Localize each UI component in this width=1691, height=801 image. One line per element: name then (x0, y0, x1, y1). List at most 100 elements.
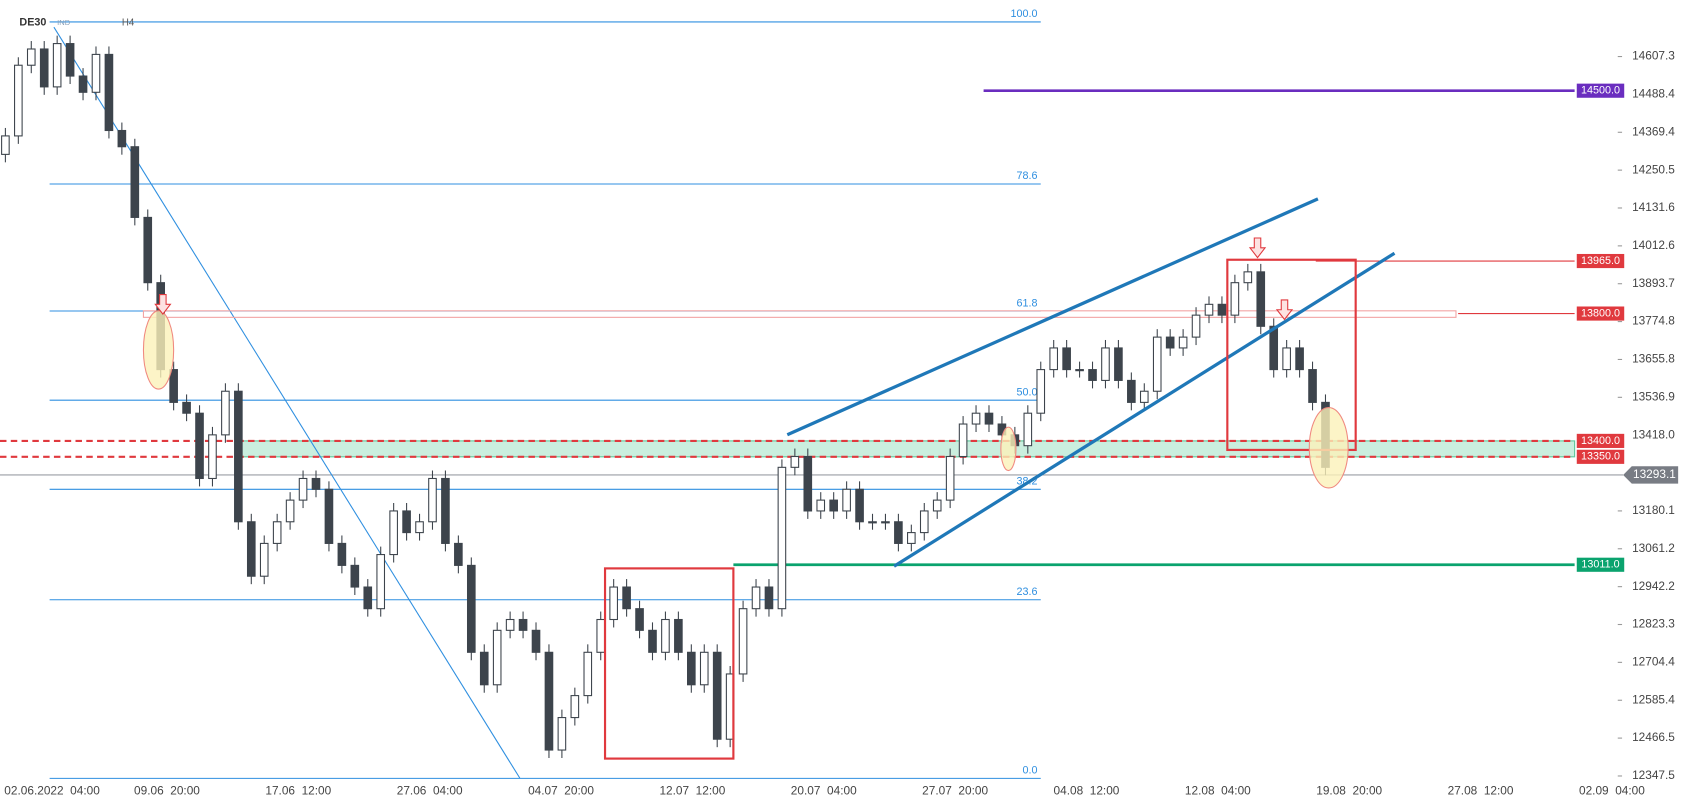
candle-body (1023, 412, 1033, 447)
x-tick-label: 04.07 20:00 (528, 783, 594, 797)
candle-body (894, 521, 903, 544)
candle-body (842, 488, 851, 512)
price-level-label: 13800.0 (1581, 307, 1620, 319)
price-level-label: 13400.0 (1581, 435, 1620, 447)
candle-body (208, 434, 217, 480)
highlight (1000, 426, 1017, 472)
candle-body (324, 488, 334, 544)
candle-body (479, 651, 489, 686)
candle-body (1256, 271, 1266, 327)
x-tick-label: 19.08 20:00 (1316, 783, 1382, 797)
candle-body (557, 717, 567, 751)
y-tick-label: 14607.3 (1632, 49, 1675, 63)
candle-body (829, 499, 838, 512)
candle-body (971, 412, 981, 425)
support-zone (236, 440, 1576, 458)
candle-body (751, 586, 761, 610)
fib-label: 0.0 (1023, 765, 1038, 777)
x-tick-label: 27.08 12:00 (1448, 783, 1514, 797)
candle-body (78, 75, 88, 93)
y-tick-label: 13180.1 (1632, 503, 1675, 517)
price-level-tag (1576, 557, 1625, 572)
candle-body (1127, 379, 1136, 403)
candle-body (1295, 347, 1304, 371)
candle-body (1308, 369, 1317, 403)
arrow-down (1275, 299, 1294, 321)
candle-body (1178, 336, 1188, 349)
candle-body (958, 423, 968, 458)
candle-body (855, 488, 864, 523)
y-tick-label: 13418.0 (1632, 427, 1675, 441)
candle-body (583, 651, 593, 697)
box (1226, 258, 1357, 452)
candle-body (609, 586, 618, 621)
price-level-tag (1576, 253, 1625, 269)
fib-label: 61.8 (1017, 297, 1038, 309)
candle-body (259, 542, 269, 577)
candle-body (881, 521, 890, 524)
candle-body (816, 499, 826, 512)
candle-body (777, 466, 787, 610)
candle-body (311, 477, 321, 490)
candle-body (596, 618, 606, 653)
instrument-type: IND (57, 18, 71, 27)
candle-body (1036, 369, 1046, 414)
candle-body (221, 390, 230, 436)
price-level-tag (1576, 433, 1625, 448)
candle-body (518, 618, 528, 631)
x-tick-label: 27.07 20:00 (922, 783, 988, 797)
timeframe: H4 (122, 17, 135, 28)
candle-body (52, 43, 62, 88)
candle-body (738, 608, 748, 675)
candle-body (622, 586, 631, 610)
candle-body (1165, 336, 1175, 349)
price-level-tag (1576, 306, 1625, 321)
candle-body (104, 53, 114, 132)
y-tick-label: 14250.5 (1632, 162, 1675, 176)
x-tick-label: 04.08 12:00 (1054, 783, 1120, 797)
y-tick-label: 12704.4 (1632, 654, 1675, 668)
candle-body (1, 135, 10, 155)
candle-body (868, 521, 877, 524)
candle-body (1191, 314, 1201, 338)
y-tick-label: 12942.2 (1632, 579, 1675, 593)
candle-body (246, 521, 256, 577)
price-level-tag (1576, 83, 1625, 98)
candle-body (441, 477, 450, 544)
price-level-label: 13350.0 (1581, 451, 1620, 463)
candle-body (648, 629, 657, 653)
candle-body (130, 146, 140, 218)
candle-body (803, 455, 813, 512)
candle-body (143, 216, 153, 284)
candle-body (1062, 347, 1071, 371)
candle-body (712, 651, 722, 740)
x-tick-label: 17.06 12:00 (265, 783, 331, 797)
arrow-down (1248, 237, 1267, 259)
candle-body (492, 629, 502, 686)
candle-body (984, 412, 994, 425)
resistance-zone (142, 310, 1457, 318)
candle-body (661, 618, 670, 653)
x-tick-label: 02.06.2022 04:00 (4, 783, 100, 797)
candle-body (1269, 325, 1279, 371)
y-tick-label: 13061.2 (1632, 541, 1675, 555)
arrow-down (154, 293, 172, 315)
candle-body (907, 532, 916, 544)
candle-body (182, 401, 191, 414)
candle-body (635, 608, 644, 631)
candle-body (91, 53, 101, 93)
symbol: DE30 (19, 17, 46, 29)
fib-label: 50.0 (1017, 386, 1038, 398)
candle-body (1204, 303, 1214, 316)
y-tick-label: 14369.4 (1632, 124, 1675, 138)
fib-label: 100.0 (1011, 8, 1038, 20)
candle-body (14, 64, 23, 137)
candle-body (544, 651, 554, 751)
candle-body (1139, 390, 1149, 403)
price-level-label: 14500.0 (1581, 85, 1620, 97)
x-tick-label: 12.07 12:00 (659, 783, 725, 797)
highlight (142, 310, 175, 390)
